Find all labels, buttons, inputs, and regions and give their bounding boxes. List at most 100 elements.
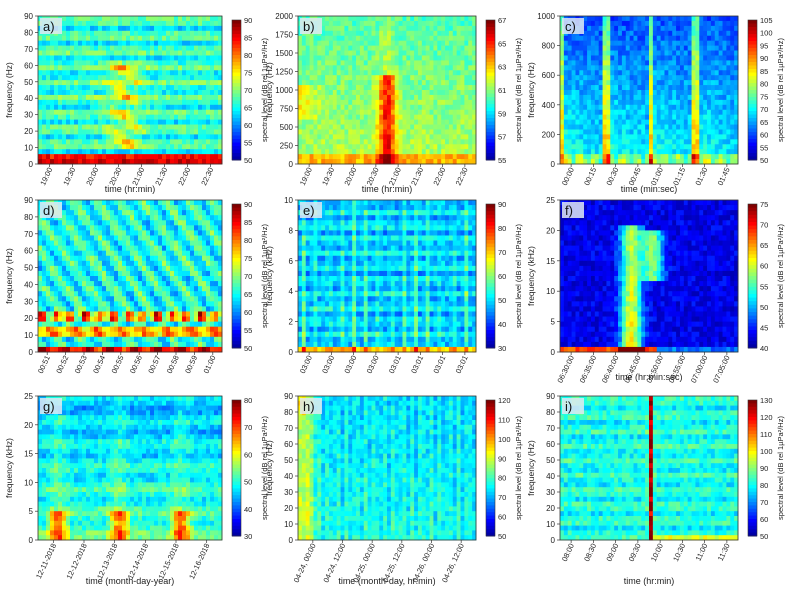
heatmap-cell — [98, 246, 102, 251]
heatmap-cell — [680, 65, 684, 70]
colorbar-tick-label: 90 — [244, 16, 252, 25]
heatmap-cell — [146, 120, 150, 125]
heatmap-cell — [707, 21, 711, 26]
heatmap-cell — [202, 70, 206, 75]
heatmap-cell — [614, 85, 618, 90]
heatmap-cell — [54, 256, 58, 261]
heatmap-cell — [134, 46, 138, 51]
heatmap-cell — [711, 21, 715, 26]
heatmap-cell — [298, 149, 302, 154]
heatmap-cell — [468, 105, 472, 110]
heatmap-cell — [356, 21, 360, 26]
heatmap-cell — [38, 144, 42, 149]
heatmap-cell — [723, 60, 727, 65]
heatmap-cell — [38, 276, 42, 281]
heatmap-cell — [453, 134, 457, 139]
heatmap-cell — [102, 311, 106, 316]
heatmap-cell — [190, 125, 194, 130]
heatmap-cell — [86, 337, 90, 342]
heatmap-cell — [692, 90, 696, 95]
heatmap-cell — [645, 95, 649, 100]
heatmap-cell — [54, 311, 58, 316]
heatmap-cell — [38, 317, 42, 322]
heatmap-cell — [360, 26, 364, 31]
heatmap-cell — [391, 139, 395, 144]
heatmap-cell — [622, 46, 626, 51]
heatmap-cell — [723, 120, 727, 125]
heatmap-cell — [641, 154, 645, 159]
heatmap-cell — [106, 51, 110, 56]
heatmap-cell — [703, 100, 707, 105]
heatmap-cell — [637, 41, 641, 46]
heatmap-cell — [86, 215, 90, 220]
heatmap-cell — [688, 110, 692, 115]
heatmap-cell — [723, 154, 727, 159]
heatmap-cell — [106, 281, 110, 286]
heatmap-cell — [676, 41, 680, 46]
heatmap-cell — [719, 75, 723, 80]
heatmap-cell — [591, 90, 595, 95]
heatmap-cell — [383, 65, 387, 70]
heatmap-cell — [715, 51, 719, 56]
heatmap-cell — [106, 85, 110, 90]
colorbar-tick-label: 65 — [498, 39, 506, 48]
heatmap-cell — [379, 139, 383, 144]
heatmap-cell — [684, 144, 688, 149]
heatmap-cell — [74, 205, 78, 210]
heatmap-cell — [86, 21, 90, 26]
heatmap-cell — [661, 31, 665, 36]
heatmap-cell — [94, 347, 98, 352]
heatmap-cell — [150, 149, 154, 154]
heatmap-cell — [622, 31, 626, 36]
heatmap-cell — [626, 139, 630, 144]
heatmap-cell — [337, 31, 341, 36]
heatmap-cell — [114, 41, 118, 46]
heatmap-cell — [78, 271, 82, 276]
heatmap-cell — [356, 154, 360, 159]
heatmap-cell — [126, 36, 130, 41]
heatmap-cell — [62, 144, 66, 149]
heatmap-cell — [70, 16, 74, 21]
heatmap-cell — [464, 21, 468, 26]
heatmap-cell — [166, 75, 170, 80]
heatmap-cell — [82, 215, 86, 220]
heatmap-cell — [614, 139, 618, 144]
heatmap-cell — [572, 95, 576, 100]
heatmap-cell — [66, 225, 70, 230]
heatmap-cell — [587, 65, 591, 70]
heatmap-cell — [298, 41, 302, 46]
x-tick-label: 00:00 — [560, 166, 576, 187]
heatmap-cell — [676, 31, 680, 36]
panel-label: c) — [565, 19, 576, 34]
heatmap-cell — [672, 75, 676, 80]
heatmap-cell — [410, 60, 414, 65]
heatmap-cell — [391, 134, 395, 139]
heatmap-cell — [445, 110, 449, 115]
heatmap-cell — [406, 144, 410, 149]
heatmap-cell — [206, 36, 210, 41]
heatmap-cell — [66, 276, 70, 281]
heatmap-cell — [102, 246, 106, 251]
heatmap-cell — [395, 125, 399, 130]
heatmap-cell — [637, 70, 641, 75]
heatmap-cell — [102, 276, 106, 281]
heatmap-cell — [688, 154, 692, 159]
heatmap-cell — [680, 60, 684, 65]
heatmap-cell — [723, 85, 727, 90]
heatmap-cell — [715, 75, 719, 80]
heatmap-cell — [719, 110, 723, 115]
heatmap-cell — [70, 100, 74, 105]
heatmap-cell — [379, 129, 383, 134]
heatmap-cell — [399, 149, 403, 154]
heatmap-cell — [66, 235, 70, 240]
heatmap-cell — [599, 80, 603, 85]
heatmap-cell — [134, 105, 138, 110]
heatmap-cell — [657, 55, 661, 60]
heatmap-cell — [102, 21, 106, 26]
heatmap-cell — [684, 46, 688, 51]
heatmap-cell — [614, 149, 618, 154]
heatmap-cell — [78, 80, 82, 85]
heatmap-cell — [583, 149, 587, 154]
heatmap-cell — [66, 80, 70, 85]
heatmap-cell — [50, 286, 54, 291]
